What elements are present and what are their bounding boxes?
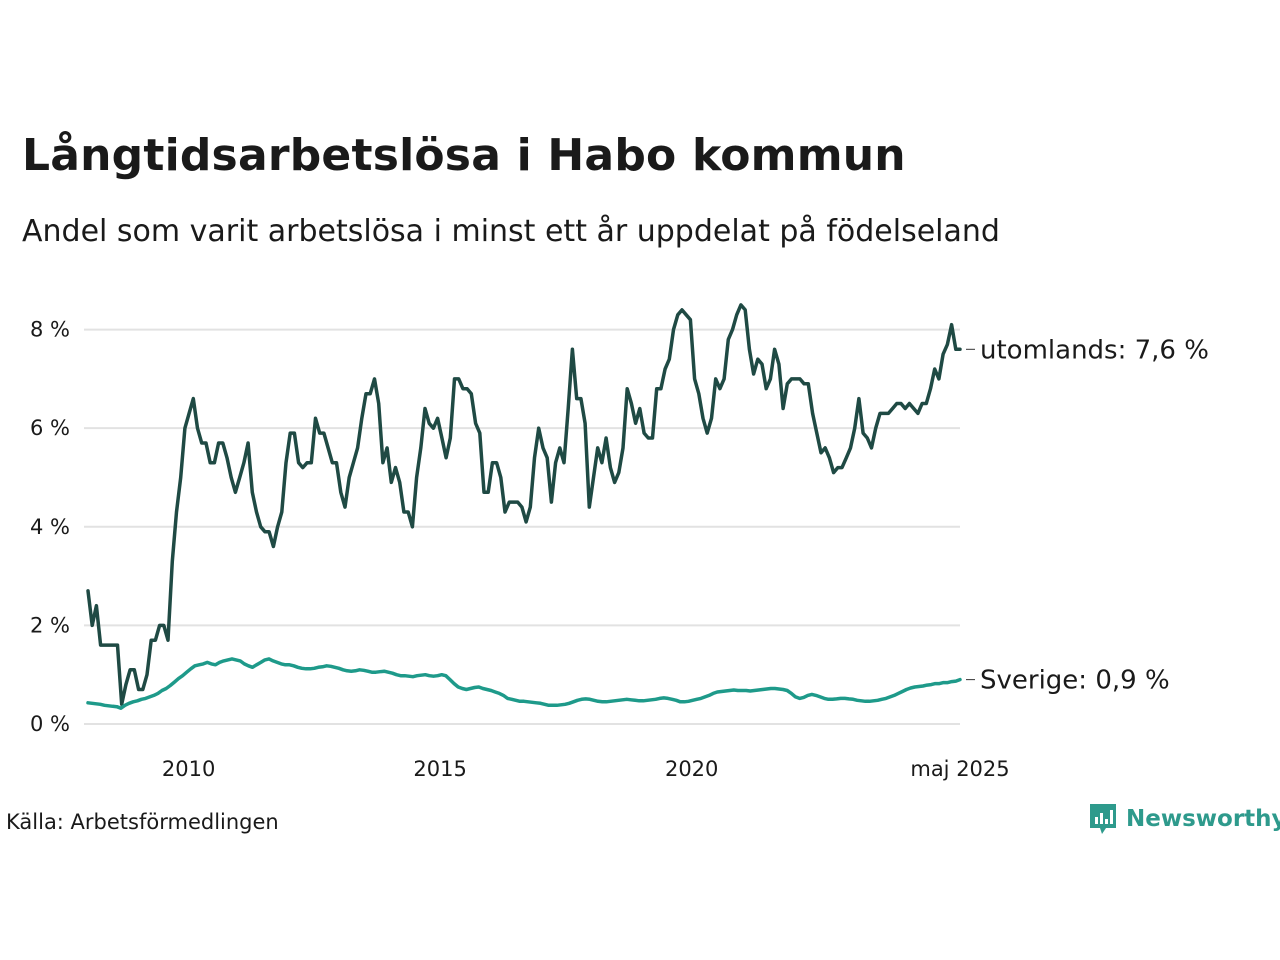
- chart-title: Långtidsarbetslösa i Habo kommun: [22, 130, 906, 181]
- source-note: Källa: Arbetsförmedlingen: [6, 810, 279, 834]
- end-label-utomlands: utomlands: 7,6 %: [980, 335, 1209, 365]
- y-tick-label: 4 %: [30, 515, 70, 539]
- x-tick-label: maj 2025: [910, 757, 1009, 781]
- end-labels: utomlands: 7,6 % Sverige: 0,9 %: [966, 335, 1209, 696]
- y-axis-ticks: 0 % 2 % 4 % 6 % 8 %: [30, 318, 70, 736]
- newsworthy-wordmark: Newsworthy: [1126, 806, 1280, 832]
- x-axis-ticks: 2010 2015 2020 maj 2025: [162, 757, 1010, 781]
- series-line-sverige: [86, 657, 962, 710]
- x-tick-label: 2010: [162, 757, 215, 781]
- x-tick-label: 2020: [665, 757, 718, 781]
- series-line-utomlands: [86, 303, 962, 707]
- y-tick-label: 6 %: [30, 416, 70, 440]
- y-tick-label: 0 %: [30, 712, 70, 736]
- x-tick-label: 2015: [413, 757, 466, 781]
- y-tick-label: 8 %: [30, 318, 70, 342]
- y-tick-label: 2 %: [30, 613, 70, 637]
- chart-subtitle: Andel som varit arbetslösa i minst ett å…: [22, 214, 1000, 249]
- series-lines: [86, 303, 962, 710]
- end-label-sverige: Sverige: 0,9 %: [980, 666, 1170, 696]
- newsworthy-logo-icon: [1090, 804, 1116, 834]
- newsworthy-logo: Newsworthy: [1088, 802, 1280, 836]
